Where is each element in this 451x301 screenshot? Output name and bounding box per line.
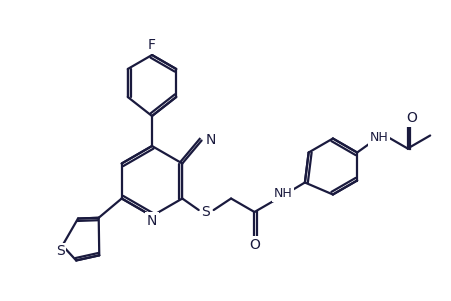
Text: NH: NH: [370, 131, 388, 144]
Text: S: S: [56, 244, 65, 259]
Text: N: N: [147, 214, 157, 228]
Text: NH: NH: [273, 187, 292, 200]
Text: F: F: [148, 38, 156, 52]
Text: O: O: [249, 238, 260, 252]
Text: S: S: [201, 205, 210, 219]
Text: O: O: [406, 111, 417, 126]
Text: N: N: [205, 132, 216, 147]
